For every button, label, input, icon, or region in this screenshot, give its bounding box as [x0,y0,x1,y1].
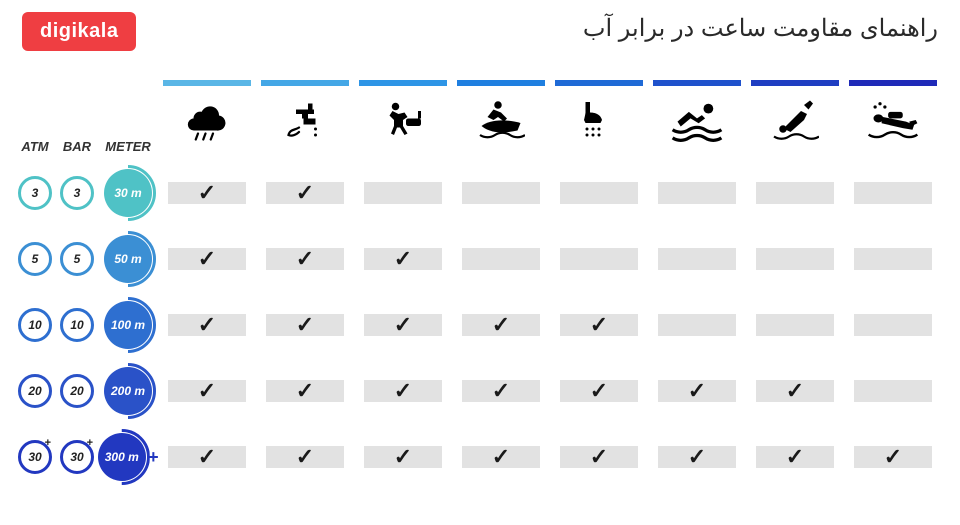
bar-badge: 3 [60,176,94,210]
table-cell: ✓ [756,380,834,402]
table-cell: ✓ [364,380,442,402]
atm-badge: 30 [18,440,52,474]
table-cell: ✓ [560,446,638,468]
table-cell [854,314,932,336]
activity-rain [162,80,252,160]
activity-bar [359,80,447,86]
header-meter: METER [105,139,151,160]
table-cell: ✓ [266,380,344,402]
meter-badge: 200 m [104,367,152,415]
bar-badge: 5 [60,242,94,276]
atm-badge: 20 [18,374,52,408]
bathing-icon [375,92,431,148]
activity-bar [653,80,741,86]
meter-badge-wrap: 30 m [104,169,152,217]
jetski-icon [473,92,529,148]
table-cell [756,314,834,336]
rain-icon [179,92,235,148]
table-cell: ✓ [168,446,246,468]
activity-bar [261,80,349,86]
meter-badge: 100 m [104,301,152,349]
table-cell [854,182,932,204]
bar-badge: 20 [60,374,94,408]
bar-badge: 30 [60,440,94,474]
activity-bathing [358,80,448,160]
meter-badge-wrap: 100 m [104,301,152,349]
header-bar: BAR [63,139,91,160]
activity-jetski [456,80,546,160]
table-cell: ✓ [168,248,246,270]
activity-bar [555,80,643,86]
table-cell: ✓ [560,314,638,336]
activity-bar [849,80,937,86]
table-cell [462,248,540,270]
table-cell [854,380,932,402]
handwash-icon [277,92,333,148]
table-cell: ✓ [658,446,736,468]
table-cell: ✓ [462,446,540,468]
table-cell: ✓ [266,182,344,204]
activity-bar [751,80,839,86]
table-cell: ✓ [266,248,344,270]
table-cell: ✓ [266,314,344,336]
brand-logo: digikala [22,12,136,51]
table-cell [658,248,736,270]
swimming-icon [669,92,725,148]
table-cell: ✓ [756,446,834,468]
header-atm: ATM [21,139,48,160]
table-cell: ✓ [462,380,540,402]
snorkel-icon [767,92,823,148]
activity-handwash [260,80,350,160]
table-cell [462,182,540,204]
table-cell: ✓ [266,446,344,468]
table-cell: ✓ [560,380,638,402]
meter-badge-wrap: 50 m [104,235,152,283]
page-title: راهنمای مقاومت ساعت در برابر آب [583,14,938,43]
water-resistance-table: ATM BAR METER 33 30 m ✓ ✓ 55 50 m ✓ ✓ ✓ 1010 100 m ✓ ✓ ✓… [14,80,942,490]
table-cell: ✓ [364,314,442,336]
table-cell [756,248,834,270]
table-cell [658,314,736,336]
scuba-icon [865,92,921,148]
activity-bar [457,80,545,86]
meter-badge: 300 m [98,433,146,481]
table-cell: ✓ [364,248,442,270]
meter-badge-wrap: 300 m+ [98,433,159,481]
table-cell: ✓ [168,314,246,336]
table-cell [658,182,736,204]
activity-shower [554,80,644,160]
atm-badge: 3 [18,176,52,210]
table-cell: ✓ [854,446,932,468]
atm-badge: 5 [18,242,52,276]
meter-badge-wrap: 200 m [104,367,152,415]
shower-icon [571,92,627,148]
table-cell [560,182,638,204]
table-cell [364,182,442,204]
atm-badge: 10 [18,308,52,342]
meter-badge: 50 m [104,235,152,283]
activity-swimming [652,80,742,160]
activity-bar [163,80,251,86]
activity-snorkel [750,80,840,160]
table-cell: ✓ [364,446,442,468]
table-cell: ✓ [658,380,736,402]
table-cell [560,248,638,270]
table-cell: ✓ [462,314,540,336]
table-cell [854,248,932,270]
table-cell [756,182,834,204]
bar-badge: 10 [60,308,94,342]
table-cell: ✓ [168,380,246,402]
activity-scuba [848,80,938,160]
meter-badge: 30 m [104,169,152,217]
table-cell: ✓ [168,182,246,204]
